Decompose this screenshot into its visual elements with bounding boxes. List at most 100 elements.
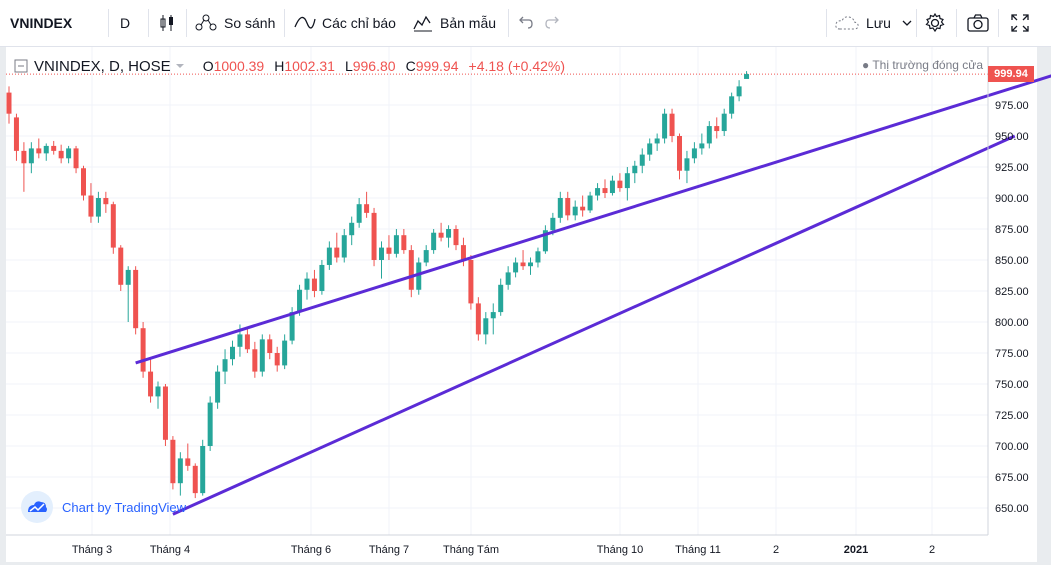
save-button[interactable]: Lưu [834, 0, 913, 46]
close-value: 999.94 [415, 58, 459, 74]
price-tick-label: 925.00 [995, 162, 1029, 174]
candle [356, 198, 362, 228]
fullscreen-button[interactable] [1010, 0, 1030, 46]
toolbar-divider [148, 9, 149, 37]
time-tick-label: Tháng 10 [597, 544, 643, 556]
candle-body [379, 247, 384, 260]
high-label: H [274, 58, 285, 74]
candle [230, 340, 235, 366]
candle-body [259, 339, 265, 372]
candle-body [192, 465, 198, 494]
candle-body [200, 446, 206, 494]
candle [222, 349, 228, 384]
candle-body [721, 113, 727, 132]
candle-body [356, 204, 362, 223]
candle [185, 443, 191, 471]
candle [475, 297, 481, 341]
candle-body [148, 371, 154, 397]
candle [498, 278, 504, 316]
camera-icon [967, 14, 989, 32]
candle-body [572, 206, 578, 216]
candle-body [103, 198, 109, 205]
redo-button[interactable] [544, 0, 562, 46]
time-tick-label: Tháng Tám [443, 544, 499, 556]
candle [624, 167, 630, 201]
price-tick-label: 675.00 [995, 472, 1029, 484]
candle [483, 312, 489, 345]
candle-body [73, 148, 79, 169]
interval-label: D [120, 15, 131, 31]
candle-body [6, 92, 12, 114]
open-label: O [202, 58, 214, 74]
candle-body [66, 148, 72, 159]
candle-body [252, 349, 258, 372]
candle [729, 92, 735, 119]
low-value: 996.80 [352, 58, 396, 74]
price-tick-label: 800.00 [995, 317, 1029, 329]
candle-body [125, 269, 131, 285]
templates-label: Bản mẫu [440, 15, 497, 31]
candle [252, 341, 258, 378]
candle-body [81, 168, 86, 196]
candle-body [490, 312, 496, 319]
candle [595, 183, 601, 201]
candle [662, 108, 668, 144]
candle-body [557, 198, 563, 218]
tradingview-watermark[interactable]: Chart by TradingView [20, 490, 186, 524]
settings-button[interactable] [924, 0, 946, 46]
toolbar-divider [108, 9, 109, 37]
collapse-icon[interactable] [14, 59, 28, 73]
candle [110, 201, 116, 254]
candle-body [550, 217, 556, 231]
candle [736, 80, 742, 102]
candle-body [617, 180, 623, 189]
watermark-text: Chart by TradingView [62, 499, 187, 515]
candle-body [140, 328, 146, 372]
candle [379, 241, 384, 279]
candle-body [364, 204, 370, 213]
high-value: 1002.31 [284, 58, 335, 74]
candle-body [177, 458, 183, 484]
chevron-down-icon [902, 20, 912, 26]
price-tick-label: 950.00 [995, 131, 1029, 143]
candle [505, 266, 511, 290]
candle [691, 142, 697, 164]
interval-button[interactable]: D [120, 0, 130, 46]
candle [95, 191, 101, 223]
candle [311, 269, 317, 298]
time-tick-label: 2 [773, 544, 779, 556]
compare-button[interactable]: So sánh [194, 0, 275, 46]
chart-toolbar: VNINDEX D So sánh Các chỉ báo Bản mẫu [0, 0, 1051, 47]
snapshot-button[interactable] [966, 0, 990, 46]
indicators-button[interactable]: Các chỉ báo [294, 0, 396, 46]
compare-icon [195, 14, 217, 31]
candle [639, 148, 645, 174]
candle [177, 452, 183, 496]
candle [170, 436, 176, 490]
symbol-search[interactable]: VNINDEX [10, 0, 72, 46]
candle [393, 229, 399, 258]
price-tick-label: 775.00 [995, 348, 1029, 360]
price-tick-label: 900.00 [995, 193, 1029, 205]
candle-body [289, 312, 295, 341]
candle [81, 165, 86, 201]
change-value: +4.18 (+0.42%) [468, 58, 566, 74]
chart-style-button[interactable] [158, 0, 176, 46]
dropdown-arrow-icon[interactable] [175, 62, 185, 70]
candle-body [133, 269, 139, 329]
candle [28, 142, 34, 174]
legend-title[interactable]: VNINDEX, D, HOSE [34, 57, 171, 75]
templates-button[interactable]: Bản mẫu [412, 0, 496, 46]
candle-body [341, 235, 347, 258]
candle [207, 396, 213, 451]
candle [438, 222, 444, 242]
candle [319, 260, 325, 295]
open-value: 1000.39 [213, 58, 265, 74]
candle [669, 108, 675, 143]
candle-body [736, 86, 742, 97]
candle [535, 247, 541, 268]
candle [565, 191, 571, 221]
indicators-icon [294, 16, 316, 29]
undo-button[interactable] [516, 0, 534, 46]
